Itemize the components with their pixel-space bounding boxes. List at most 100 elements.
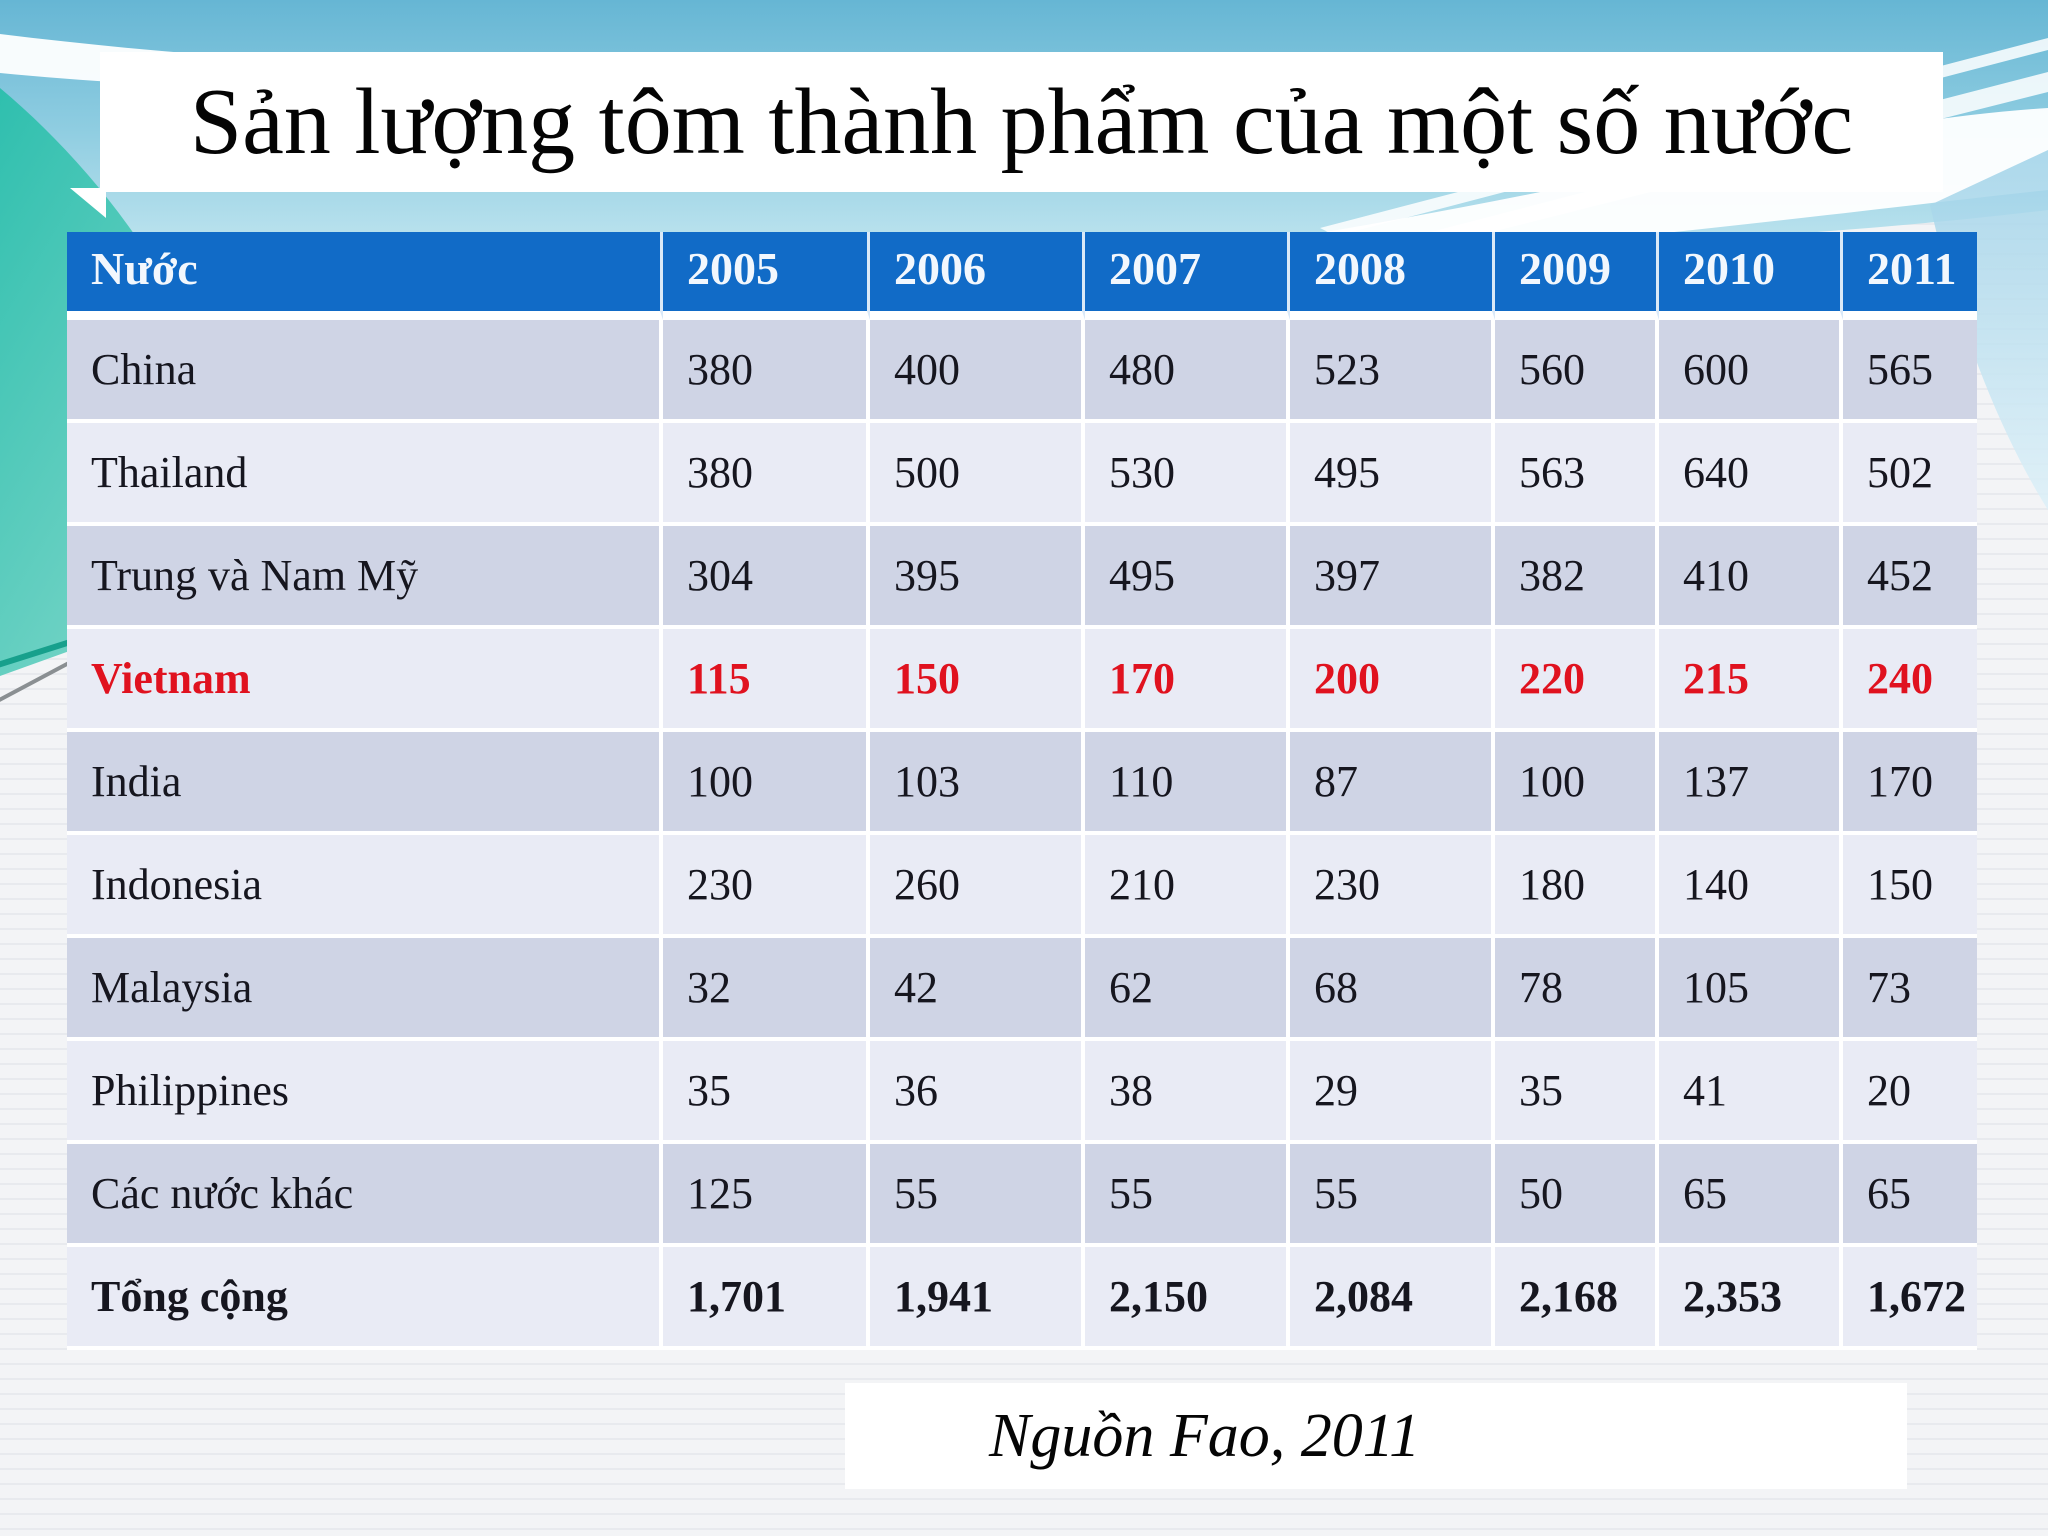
value-cell: 65 <box>1659 1144 1843 1247</box>
country-cell: Trung và Nam Mỹ <box>67 526 663 629</box>
col-header-2008: 2008 <box>1290 232 1495 320</box>
value-cell: 105 <box>1659 938 1843 1041</box>
value-cell: 35 <box>1495 1041 1659 1144</box>
value-cell: 560 <box>1495 320 1659 423</box>
value-cell: 32 <box>663 938 870 1041</box>
value-cell: 150 <box>1843 835 1977 938</box>
value-cell: 50 <box>1495 1144 1659 1247</box>
value-cell: 240 <box>1843 629 1977 732</box>
table-row: Tổng cộng 1,701 1,941 2,150 2,084 2,168 2,353 1… <box>67 1247 1977 1350</box>
value-cell: 68 <box>1290 938 1495 1041</box>
value-cell: 100 <box>663 732 870 835</box>
table-row: Vietnam 115 150 170 200 220 215 240 <box>67 629 1977 732</box>
value-cell: 35 <box>663 1041 870 1144</box>
table-row: Trung và Nam Mỹ 304 395 495 397 382 410 452 <box>67 526 1977 629</box>
source-text: Nguồn Fao, 2011 <box>989 1401 1421 1470</box>
country-cell: China <box>67 320 663 423</box>
value-cell: 100 <box>1495 732 1659 835</box>
value-cell: 200 <box>1290 629 1495 732</box>
value-cell: 563 <box>1495 423 1659 526</box>
title-box-corner <box>70 188 106 218</box>
col-header-2009: 2009 <box>1495 232 1659 320</box>
value-cell: 395 <box>870 526 1085 629</box>
value-cell: 230 <box>663 835 870 938</box>
slide-title: Sản lượng tôm thành phẩm của một số nước <box>189 70 1854 174</box>
value-cell: 170 <box>1843 732 1977 835</box>
value-cell: 20 <box>1843 1041 1977 1144</box>
value-cell: 530 <box>1085 423 1290 526</box>
value-cell: 215 <box>1659 629 1843 732</box>
col-header-country: Nước <box>67 232 663 320</box>
value-cell: 170 <box>1085 629 1290 732</box>
title-box: Sản lượng tôm thành phẩm của một số nước <box>100 52 1943 192</box>
table-row: Thailand 380 500 530 495 563 640 502 <box>67 423 1977 526</box>
value-cell: 397 <box>1290 526 1495 629</box>
country-cell: Malaysia <box>67 938 663 1041</box>
value-cell: 65 <box>1843 1144 1977 1247</box>
col-header-2006: 2006 <box>870 232 1085 320</box>
col-header-2005: 2005 <box>663 232 870 320</box>
value-cell: 220 <box>1495 629 1659 732</box>
value-cell: 110 <box>1085 732 1290 835</box>
value-cell: 600 <box>1659 320 1843 423</box>
value-cell: 495 <box>1290 423 1495 526</box>
value-cell: 640 <box>1659 423 1843 526</box>
value-cell: 565 <box>1843 320 1977 423</box>
country-cell: Indonesia <box>67 835 663 938</box>
value-cell: 55 <box>870 1144 1085 1247</box>
value-cell: 42 <box>870 938 1085 1041</box>
value-cell: 36 <box>870 1041 1085 1144</box>
value-cell: 260 <box>870 835 1085 938</box>
table-row: Indonesia 230 260 210 230 180 140 150 <box>67 835 1977 938</box>
value-cell: 1,941 <box>870 1247 1085 1350</box>
value-cell: 2,353 <box>1659 1247 1843 1350</box>
value-cell: 55 <box>1290 1144 1495 1247</box>
value-cell: 115 <box>663 629 870 732</box>
value-cell: 382 <box>1495 526 1659 629</box>
table-header-row: Nước 2005 2006 2007 2008 2009 2010 2011 <box>67 232 1977 320</box>
value-cell: 1,701 <box>663 1247 870 1350</box>
value-cell: 210 <box>1085 835 1290 938</box>
value-cell: 41 <box>1659 1041 1843 1144</box>
value-cell: 137 <box>1659 732 1843 835</box>
table-row: Malaysia 32 42 62 68 78 105 73 <box>67 938 1977 1041</box>
value-cell: 304 <box>663 526 870 629</box>
value-cell: 125 <box>663 1144 870 1247</box>
source-band: Nguồn Fao, 2011 <box>845 1383 1907 1489</box>
table-row: India 100 103 110 87 100 137 170 <box>67 732 1977 835</box>
country-cell: Vietnam <box>67 629 663 732</box>
value-cell: 380 <box>663 320 870 423</box>
value-cell: 380 <box>663 423 870 526</box>
value-cell: 140 <box>1659 835 1843 938</box>
value-cell: 230 <box>1290 835 1495 938</box>
value-cell: 180 <box>1495 835 1659 938</box>
value-cell: 2,168 <box>1495 1247 1659 1350</box>
value-cell: 480 <box>1085 320 1290 423</box>
shrimp-production-table: Nước 2005 2006 2007 2008 2009 2010 2011 … <box>67 232 1977 1350</box>
col-header-2011: 2011 <box>1843 232 1977 320</box>
value-cell: 55 <box>1085 1144 1290 1247</box>
value-cell: 103 <box>870 732 1085 835</box>
value-cell: 452 <box>1843 526 1977 629</box>
value-cell: 73 <box>1843 938 1977 1041</box>
value-cell: 38 <box>1085 1041 1290 1144</box>
value-cell: 87 <box>1290 732 1495 835</box>
value-cell: 29 <box>1290 1041 1495 1144</box>
country-cell: Philippines <box>67 1041 663 1144</box>
value-cell: 2,084 <box>1290 1247 1495 1350</box>
value-cell: 1,672 <box>1843 1247 1977 1350</box>
value-cell: 410 <box>1659 526 1843 629</box>
value-cell: 2,150 <box>1085 1247 1290 1350</box>
value-cell: 500 <box>870 423 1085 526</box>
country-cell: India <box>67 732 663 835</box>
value-cell: 400 <box>870 320 1085 423</box>
value-cell: 62 <box>1085 938 1290 1041</box>
country-cell: Thailand <box>67 423 663 526</box>
value-cell: 78 <box>1495 938 1659 1041</box>
country-cell: Tổng cộng <box>67 1247 663 1350</box>
col-header-2007: 2007 <box>1085 232 1290 320</box>
table-row: China 380 400 480 523 560 600 565 <box>67 320 1977 423</box>
value-cell: 523 <box>1290 320 1495 423</box>
country-cell: Các nước khác <box>67 1144 663 1247</box>
table-row: Các nước khác 125 55 55 55 50 65 65 <box>67 1144 1977 1247</box>
